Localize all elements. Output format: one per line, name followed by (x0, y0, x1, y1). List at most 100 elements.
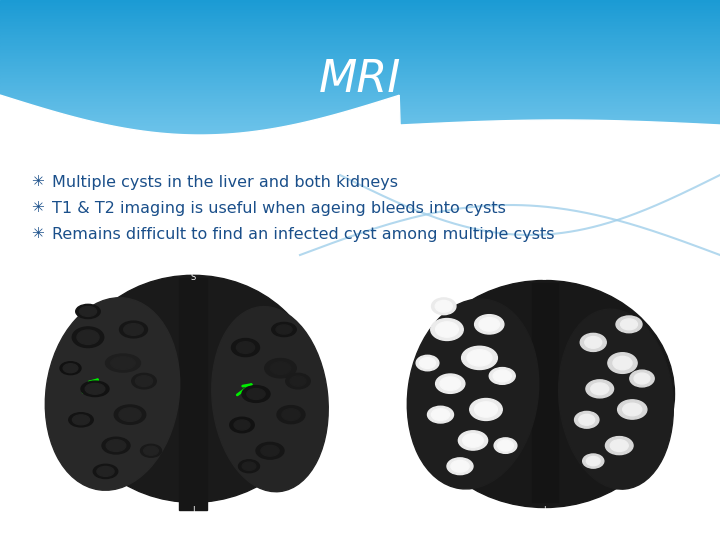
Ellipse shape (616, 316, 642, 333)
Ellipse shape (85, 383, 105, 394)
Ellipse shape (271, 322, 296, 336)
Text: 19 cm: 19 cm (39, 494, 63, 502)
Bar (0, 77, 720, 79)
Ellipse shape (242, 462, 256, 470)
Ellipse shape (68, 413, 94, 427)
Ellipse shape (102, 437, 130, 454)
Ellipse shape (447, 458, 473, 475)
Bar (0, 112, 720, 114)
Bar (0, 65, 720, 68)
Bar (0, 139, 720, 141)
Bar (0, 113, 720, 116)
Bar (0, 88, 720, 90)
Bar (0, 133, 720, 135)
Ellipse shape (230, 417, 254, 433)
Bar (0, 25, 720, 28)
Ellipse shape (440, 377, 461, 390)
Ellipse shape (106, 354, 140, 372)
Bar (0, 115, 720, 117)
Bar (0, 117, 720, 119)
Ellipse shape (276, 325, 292, 334)
Ellipse shape (575, 411, 599, 428)
Text: ✳: ✳ (32, 174, 45, 190)
Bar (0, 5, 720, 7)
Ellipse shape (634, 373, 650, 384)
Bar (0, 61, 720, 63)
Ellipse shape (45, 298, 180, 490)
Ellipse shape (73, 415, 89, 425)
Ellipse shape (120, 321, 148, 338)
Ellipse shape (435, 300, 452, 312)
Bar (0, 123, 720, 125)
Bar (0, 8, 720, 10)
Ellipse shape (474, 402, 498, 417)
Bar (0, 67, 720, 69)
Bar (0, 128, 720, 130)
Bar (0, 72, 720, 74)
Bar (0, 158, 720, 160)
Bar (0, 73, 720, 76)
Text: L: L (353, 389, 358, 399)
Bar (0, 96, 720, 98)
Ellipse shape (212, 307, 328, 492)
Bar (0, 69, 720, 71)
Bar (0, 80, 720, 82)
Ellipse shape (415, 280, 675, 508)
Bar (0, 15, 720, 17)
Ellipse shape (144, 446, 158, 455)
Ellipse shape (591, 383, 608, 395)
Ellipse shape (265, 359, 296, 378)
Bar (0, 70, 720, 72)
Bar (0, 98, 720, 100)
Ellipse shape (494, 438, 517, 454)
Bar (0, 30, 720, 32)
Ellipse shape (135, 376, 153, 387)
Bar (0, 138, 720, 140)
Ellipse shape (277, 406, 305, 424)
Bar (0, 147, 720, 149)
Ellipse shape (234, 420, 250, 430)
Text: L: L (693, 389, 697, 399)
Bar (0, 11, 720, 14)
Ellipse shape (242, 386, 270, 402)
Bar (0, 82, 720, 84)
Bar (0, 24, 720, 26)
Bar (0, 125, 720, 127)
Bar (0, 106, 720, 107)
Ellipse shape (498, 440, 513, 451)
Bar (0, 157, 720, 159)
Ellipse shape (270, 362, 291, 374)
Ellipse shape (97, 467, 114, 476)
Bar (0, 21, 720, 23)
Bar (0, 51, 720, 53)
Ellipse shape (124, 323, 143, 335)
Ellipse shape (286, 373, 310, 389)
Ellipse shape (479, 318, 500, 331)
Ellipse shape (132, 373, 156, 389)
Bar (0, 55, 720, 57)
Text: Remains difficult to find an infected cyst among multiple cysts: Remains difficult to find an infected cy… (52, 226, 554, 241)
Ellipse shape (474, 315, 504, 334)
Bar (0, 19, 720, 21)
Bar (0, 46, 720, 49)
Bar (0, 37, 720, 39)
Bar (0, 0, 720, 2)
Bar (0, 27, 720, 29)
Bar (0, 86, 720, 89)
Text: 0 cm: 0 cm (39, 283, 58, 292)
Ellipse shape (114, 405, 145, 424)
Text: Multiple cysts in the liver and both kidneys: Multiple cysts in the liver and both kid… (52, 174, 398, 190)
Ellipse shape (559, 309, 673, 489)
Ellipse shape (431, 319, 463, 340)
Text: ✳: ✳ (32, 200, 45, 215)
Ellipse shape (261, 446, 279, 456)
Ellipse shape (580, 333, 606, 352)
Ellipse shape (586, 456, 600, 465)
Ellipse shape (608, 353, 637, 373)
Bar (0, 131, 720, 133)
Bar (0, 53, 720, 55)
Bar (0, 104, 720, 106)
Ellipse shape (431, 298, 456, 315)
Ellipse shape (140, 444, 161, 457)
Bar (0, 118, 720, 120)
